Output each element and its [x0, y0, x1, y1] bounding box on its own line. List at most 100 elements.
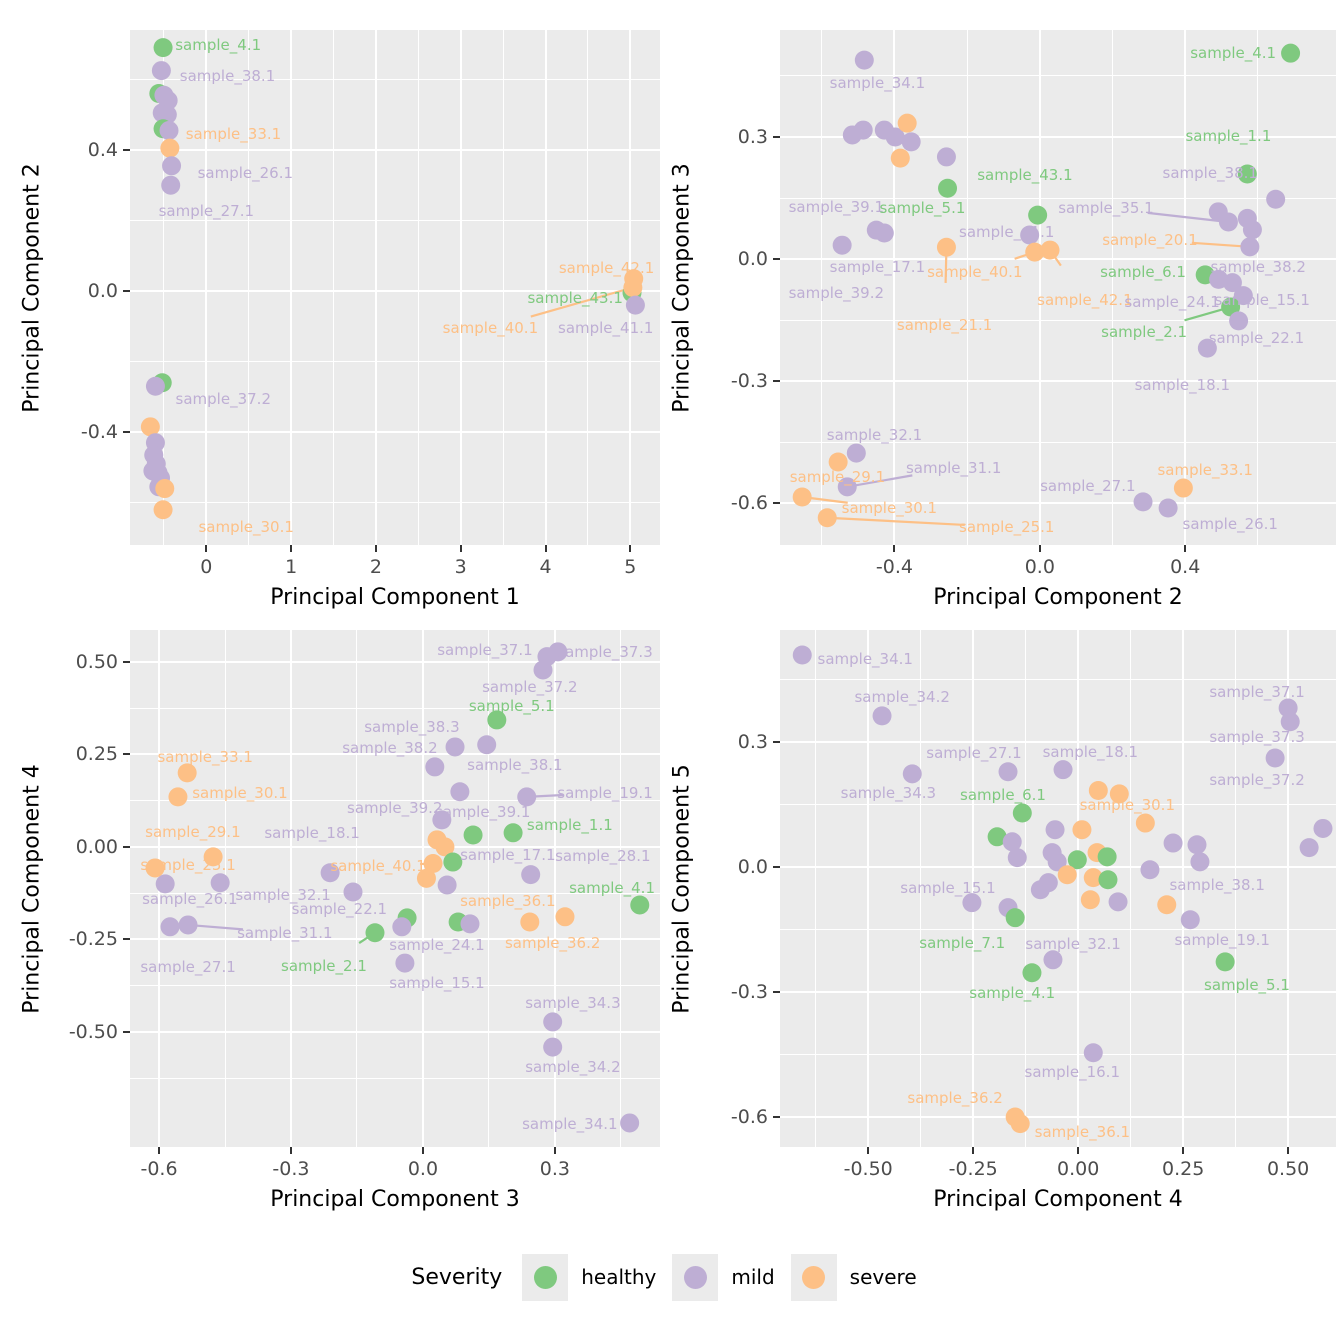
x-tick-mark: [1184, 545, 1187, 552]
grid-line: [130, 845, 660, 848]
data-point: [1005, 908, 1025, 928]
point-label: sample_37.1: [1209, 682, 1305, 701]
legend-key-mild: [672, 1253, 719, 1301]
x-tick-mark: [289, 1147, 292, 1154]
grid-line: [1257, 30, 1259, 545]
point-label: sample_21.1: [896, 315, 993, 334]
grid-line: [620, 630, 622, 1147]
data-point: [1242, 220, 1262, 240]
label-leader-line: [1191, 241, 1250, 248]
data-point: [365, 923, 385, 943]
y-tick-mark: [773, 502, 780, 505]
data-point: [1097, 847, 1117, 867]
y-tick-mark: [123, 1030, 130, 1033]
data-point: [151, 61, 171, 81]
y-tick-label: 0.0: [737, 248, 768, 271]
y-tick-label: -0.3: [730, 980, 768, 1003]
plot-panel-pc3-vs-pc4: sample_37.1 sample_37.3 sample_37.2 sample_…: [130, 630, 660, 1147]
point-label: sample_39.2: [788, 283, 885, 302]
y-tick-label: 0.25: [75, 743, 118, 766]
data-point: [503, 823, 523, 843]
point-label: sample_30.1: [192, 783, 288, 802]
point-label: sample_4.1: [569, 878, 655, 897]
point-label: sample_34.1: [829, 74, 926, 93]
data-point: [1281, 43, 1301, 63]
grid-line: [920, 630, 922, 1147]
data-point: [548, 642, 568, 662]
x-tick-label: 0.0: [407, 1158, 439, 1180]
x-tick-label: 3: [454, 556, 467, 578]
label-leader-line: [847, 474, 913, 488]
data-point: [1135, 813, 1155, 833]
point-label: sample_43.1: [527, 288, 623, 307]
grid-line: [290, 30, 293, 545]
grid-line: [374, 30, 377, 545]
legend-item-mild: mild: [672, 1253, 775, 1301]
x-tick-mark: [1182, 1147, 1185, 1154]
point-label: sample_38.1: [179, 66, 276, 85]
y-tick-mark: [773, 990, 780, 993]
point-label: sample_35.1: [1058, 198, 1154, 217]
point-label: sample_41.1: [558, 318, 654, 337]
y-tick-label: 0.3: [737, 125, 768, 148]
grid-line: [130, 892, 660, 894]
data-point: [343, 882, 363, 902]
grid-line: [780, 197, 1336, 199]
point-label: sample_30.1: [1079, 795, 1175, 814]
point-label: sample_25.1: [140, 855, 236, 874]
data-point: [1240, 237, 1260, 257]
grid-line: [1077, 630, 1080, 1147]
data-point: [320, 863, 340, 883]
point-label: sample_4.1: [1190, 43, 1277, 62]
x-tick-mark: [1287, 1147, 1290, 1154]
x-tick-label: -0.25: [948, 1158, 998, 1180]
point-label: sample_17.1: [829, 257, 926, 276]
data-point: [160, 917, 180, 937]
x-axis-title: Principal Component 3: [270, 1187, 520, 1212]
grid-line: [130, 78, 660, 80]
data-point: [853, 120, 873, 140]
y-tick-mark: [123, 660, 130, 663]
grid-line: [1112, 30, 1113, 545]
legend-key-healthy: [522, 1253, 569, 1301]
point-label: sample_38.2: [1210, 257, 1306, 276]
point-label: sample_42.1: [558, 258, 655, 277]
data-point: [1266, 189, 1286, 209]
grid-line: [972, 630, 975, 1147]
data-point: [1265, 748, 1285, 768]
data-point: [837, 477, 857, 497]
data-point: [445, 737, 465, 757]
grid-line: [289, 630, 292, 1147]
x-tick-label: 5: [624, 556, 637, 578]
data-point: [520, 912, 540, 932]
plot-panel-pc1-vs-pc2: sample_4.1 sample_38.1 sample_33.1 sample_2…: [130, 30, 660, 545]
grid-line: [780, 740, 1336, 743]
data-point: [145, 858, 165, 878]
data-point: [145, 376, 165, 396]
point-label: sample_4.1: [175, 35, 262, 54]
y-tick-mark: [773, 1115, 780, 1118]
point-label: sample_40.1: [442, 318, 539, 337]
grid-line: [130, 753, 660, 756]
data-point: [832, 235, 852, 255]
grid-line: [130, 290, 660, 293]
legend-label-severe: severe: [849, 1265, 917, 1289]
data-point: [210, 873, 230, 893]
data-point: [153, 38, 173, 58]
grid-line: [780, 502, 1336, 505]
point-label: sample_41.1: [959, 222, 1055, 241]
x-tick-label: -0.3: [272, 1158, 310, 1180]
point-label: sample_29.1: [789, 467, 886, 486]
point-label: sample_33.1: [185, 124, 282, 143]
x-tick-label: 0.25: [1161, 1158, 1205, 1180]
data-point: [1088, 781, 1108, 801]
point-label: sample_6.1: [1100, 262, 1186, 281]
point-label: sample_42.1: [1037, 290, 1133, 309]
grid-line: [1235, 630, 1237, 1147]
y-tick-mark: [773, 740, 780, 743]
data-point: [177, 763, 197, 783]
grid-line: [130, 938, 660, 941]
grid-line: [780, 803, 1336, 805]
grid-line: [205, 30, 208, 545]
x-tick-mark: [553, 1147, 556, 1154]
